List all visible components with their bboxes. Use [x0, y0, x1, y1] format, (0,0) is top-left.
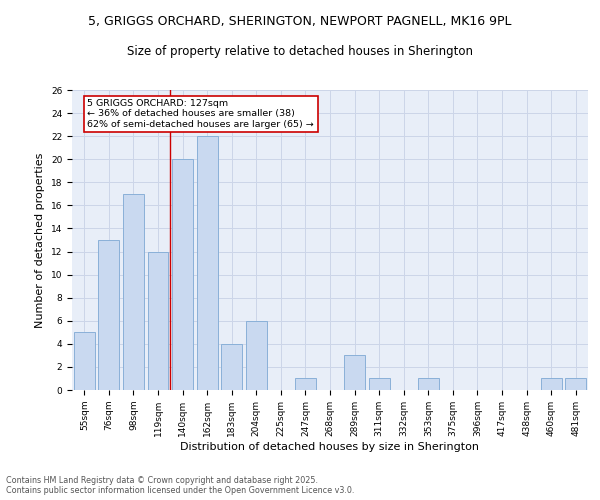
Bar — [295, 378, 316, 390]
Text: Contains HM Land Registry data © Crown copyright and database right 2025.
Contai: Contains HM Land Registry data © Crown c… — [6, 476, 355, 495]
Bar — [344, 356, 365, 390]
X-axis label: Distribution of detached houses by size in Sherington: Distribution of detached houses by size … — [181, 442, 479, 452]
Bar — [221, 344, 242, 390]
Text: 5 GRIGGS ORCHARD: 127sqm
← 36% of detached houses are smaller (38)
62% of semi-d: 5 GRIGGS ORCHARD: 127sqm ← 36% of detach… — [88, 99, 314, 129]
Bar — [148, 252, 169, 390]
Bar — [541, 378, 562, 390]
Bar — [74, 332, 95, 390]
Bar — [123, 194, 144, 390]
Bar — [418, 378, 439, 390]
Bar — [368, 378, 389, 390]
Bar — [98, 240, 119, 390]
Bar — [565, 378, 586, 390]
Y-axis label: Number of detached properties: Number of detached properties — [35, 152, 45, 328]
Text: 5, GRIGGS ORCHARD, SHERINGTON, NEWPORT PAGNELL, MK16 9PL: 5, GRIGGS ORCHARD, SHERINGTON, NEWPORT P… — [88, 15, 512, 28]
Bar — [172, 159, 193, 390]
Bar — [246, 321, 267, 390]
Text: Size of property relative to detached houses in Sherington: Size of property relative to detached ho… — [127, 45, 473, 58]
Bar — [197, 136, 218, 390]
